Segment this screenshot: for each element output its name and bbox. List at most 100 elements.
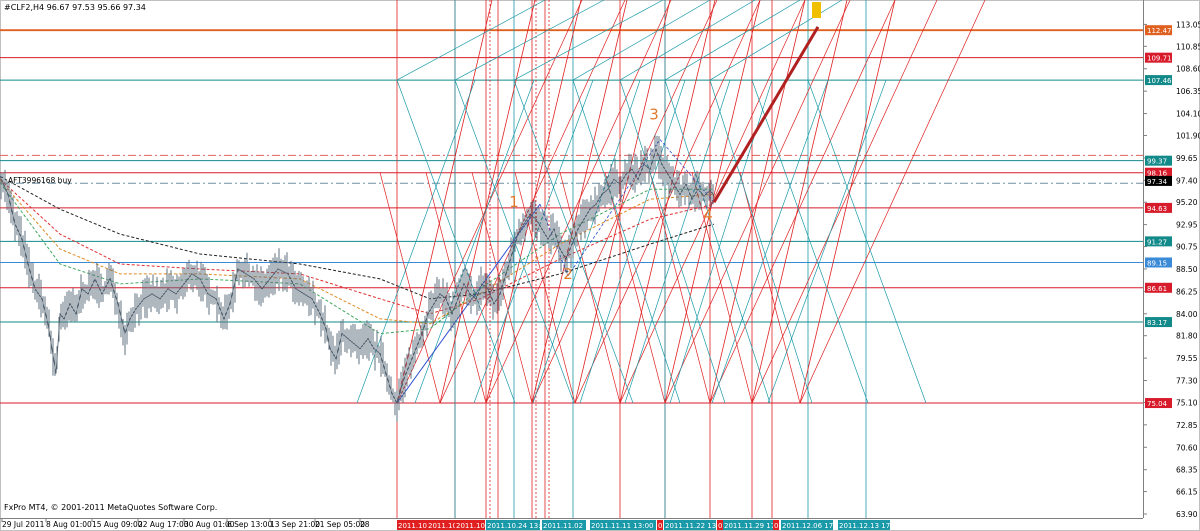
y-tick-label: 81.80 <box>1176 332 1198 341</box>
price-level-tag <box>1145 236 1172 247</box>
time-marker-label: 2011.10.24 13:00 <box>487 522 549 530</box>
moving-average-line <box>0 179 715 325</box>
gann-line-teal <box>767 79 887 404</box>
gann-line-teal <box>664 79 771 404</box>
chart-title: #CLF2,H4 96.67 97.53 95.66 97.34 <box>4 3 146 12</box>
gann-line-red <box>709 0 896 404</box>
price-level-label: 94.63 <box>1147 205 1167 213</box>
gann-line-red <box>574 0 671 404</box>
time-marker-tag <box>590 520 656 530</box>
gann-line-red <box>751 0 848 404</box>
wave-label: 1 <box>509 193 519 211</box>
price-level-tag <box>1145 398 1172 409</box>
time-marker-label: 2011.11.02 12:00 <box>543 522 605 530</box>
gann-line-teal <box>711 79 829 404</box>
y-tick-label: 84.00 <box>1176 310 1198 319</box>
gann-line-teal <box>579 79 686 404</box>
time-marker-tag <box>781 520 833 530</box>
y-tick-label: 86.25 <box>1176 287 1198 296</box>
time-marker-label: 2011.11.11 13:00 <box>591 522 653 530</box>
gann-line-red <box>604 172 666 404</box>
gann-line-teal <box>751 79 869 404</box>
y-tick-label: 70.60 <box>1176 443 1198 452</box>
time-marker-label: 2011.11.29 17:00 <box>724 522 786 530</box>
price-level-label: 99.37 <box>1147 158 1167 166</box>
price-level-tag <box>1145 52 1172 63</box>
price-level-label: 112.47 <box>1147 27 1172 35</box>
gann-line-teal <box>624 79 731 404</box>
y-tick-label: 106.35 <box>1176 87 1200 96</box>
y-tick-label: 66.15 <box>1176 488 1198 497</box>
y-tick-label: 90.75 <box>1176 243 1198 252</box>
gann-line-red <box>379 172 441 404</box>
time-marker-tag <box>723 520 774 530</box>
gann-line-teal <box>532 79 641 404</box>
price-level-tag <box>1145 257 1172 268</box>
gann-line-teal <box>709 79 813 404</box>
time-marker-tag <box>397 520 439 530</box>
y-tick-label: 75.10 <box>1176 398 1198 407</box>
gann-line-teal <box>572 79 681 404</box>
time-marker-tag <box>427 520 469 530</box>
gann-line-red <box>425 172 487 404</box>
gann-line-red <box>799 0 896 404</box>
gann-line-red <box>439 0 536 404</box>
price-level-label: 91.27 <box>1147 238 1167 246</box>
price-level-tag <box>1145 167 1172 178</box>
time-marker-label: 0 <box>658 522 662 530</box>
y-tick-label: 95.20 <box>1176 198 1198 207</box>
gann-line-teal <box>513 0 664 81</box>
time-marker-label: 2011.11.22 13:00 <box>665 522 727 530</box>
y-tick-label: 79.55 <box>1176 354 1198 363</box>
price-level-label: 86.61 <box>1147 285 1167 293</box>
y-tick-label: 108.60 <box>1176 65 1200 74</box>
x-tick-label: 15 Aug 09:00 <box>92 520 143 529</box>
x-tick-label: 8 Aug 01:00 <box>46 520 92 529</box>
price-level-tag <box>1145 25 1172 36</box>
gann-line-teal <box>572 0 711 81</box>
gann-line-red <box>739 172 801 404</box>
x-tick-label: 13 Sep 21:00 <box>270 520 320 529</box>
price-level-tag <box>1145 317 1172 328</box>
price-level-label: 109.71 <box>1147 55 1172 63</box>
y-tick-label: 99.65 <box>1176 154 1198 163</box>
price-level-label: 75.04 <box>1147 400 1168 408</box>
price-level-tag <box>1145 202 1172 213</box>
gann-line-red <box>619 0 716 404</box>
time-marker-label: 2011.12.06 17:00 <box>782 522 844 530</box>
moving-averages <box>0 175 715 335</box>
time-marker-tag <box>838 520 890 530</box>
wave-label: 2 <box>563 265 573 283</box>
gann-line-red <box>709 0 806 404</box>
price-level-label: 97.34 <box>1147 178 1168 186</box>
gann-line-red <box>396 0 493 404</box>
trend-arrow <box>712 26 820 203</box>
gann-line-teal <box>473 79 594 404</box>
time-marker-label: 0 <box>774 522 778 530</box>
time-marker-label: 2011.12.13 17:00 <box>839 522 901 530</box>
y-tick-label: 88.50 <box>1176 265 1198 274</box>
target-marker <box>812 1 821 18</box>
gann-line-teal <box>664 0 801 81</box>
price-level-tag <box>1145 155 1172 166</box>
x-tick-label: 30 Aug 01:00 <box>184 520 235 529</box>
y-tick-label: 113.05 <box>1176 20 1200 29</box>
gann-line-red <box>691 172 753 404</box>
annotations: 1 2 3 4 <box>509 1 821 283</box>
price-level-label: 98.16 <box>1147 170 1168 178</box>
gann-line-teal <box>619 79 726 404</box>
gann-line-teal <box>454 0 605 81</box>
gann-line-red <box>799 0 986 404</box>
gann-line-teal <box>619 0 756 81</box>
x-tick-label: 22 Aug 17:00 <box>138 520 189 529</box>
x-tick-label: 6 Sep 13:00 <box>227 520 273 529</box>
wave-label: 4 <box>703 206 713 224</box>
price-level-tag <box>1145 175 1172 186</box>
y-tick-label: 92.95 <box>1176 221 1198 230</box>
x-tick-label: 29 Jul 2011 <box>2 520 45 529</box>
gann-line-red <box>485 0 672 404</box>
x-tick-label: 28 <box>360 520 370 529</box>
gann-line-teal <box>396 0 546 81</box>
